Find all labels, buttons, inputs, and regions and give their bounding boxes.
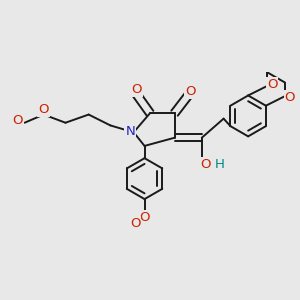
Text: O: O xyxy=(285,91,295,104)
Text: O: O xyxy=(267,78,278,91)
Text: O: O xyxy=(131,83,142,96)
Text: H: H xyxy=(214,158,224,171)
Text: N: N xyxy=(125,125,135,138)
Text: O: O xyxy=(139,211,150,224)
Text: O: O xyxy=(13,114,23,127)
Text: O: O xyxy=(38,103,49,116)
Text: O: O xyxy=(201,158,211,171)
Text: O: O xyxy=(185,85,196,98)
Text: O: O xyxy=(130,217,140,230)
